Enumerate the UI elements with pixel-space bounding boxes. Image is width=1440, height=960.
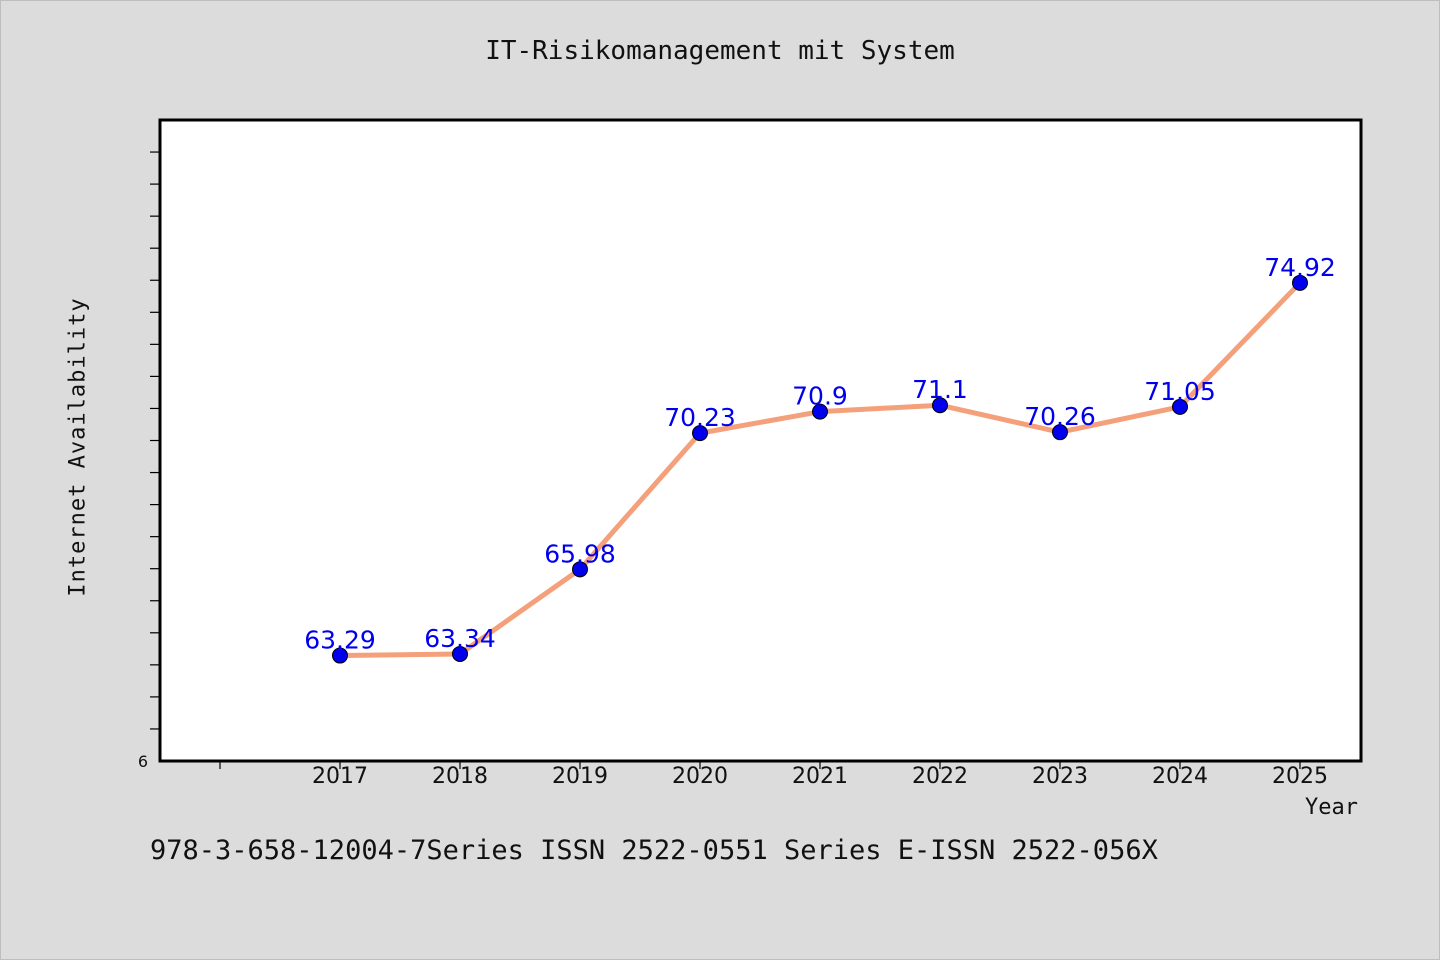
x-tick-label: 2020 bbox=[672, 764, 728, 789]
data-label: 70.26 bbox=[1024, 402, 1096, 431]
x-axis-label: Year bbox=[1305, 795, 1358, 820]
data-label: 70.9 bbox=[792, 382, 848, 411]
data-point bbox=[932, 397, 948, 414]
data-point bbox=[692, 425, 708, 442]
data-label: 63.29 bbox=[304, 626, 376, 655]
y-tick-label: 6 bbox=[138, 752, 148, 771]
data-label: 70.23 bbox=[664, 403, 736, 432]
chart-title: IT-Risikomanagement mit System bbox=[485, 36, 955, 66]
x-tick-label: 2025 bbox=[1272, 764, 1328, 789]
x-tick-label: 2019 bbox=[552, 764, 608, 789]
data-label: 63.34 bbox=[424, 624, 496, 653]
x-tick-label: 2021 bbox=[792, 764, 848, 789]
x-tick-label: 2023 bbox=[1032, 764, 1088, 789]
data-point bbox=[812, 403, 828, 420]
data-label: 71.05 bbox=[1144, 377, 1216, 406]
data-point bbox=[1172, 398, 1188, 415]
plot-area bbox=[158, 118, 1363, 763]
data-point bbox=[1052, 424, 1068, 441]
data-point bbox=[1292, 274, 1308, 291]
x-tick-label: 2017 bbox=[312, 764, 368, 789]
x-tick-label: 2024 bbox=[1152, 764, 1208, 789]
data-point bbox=[572, 561, 588, 578]
data-point bbox=[332, 647, 348, 664]
x-tick-label: 2018 bbox=[432, 764, 488, 789]
data-label: 74.92 bbox=[1264, 253, 1336, 282]
data-label: 71.1 bbox=[912, 375, 968, 404]
data-point bbox=[452, 645, 468, 662]
footer-isbn: 978-3-658-12004-7Series ISSN 2522-0551 S… bbox=[150, 835, 1158, 866]
x-tick-label: 2022 bbox=[912, 764, 968, 789]
data-label: 65.98 bbox=[544, 539, 616, 568]
